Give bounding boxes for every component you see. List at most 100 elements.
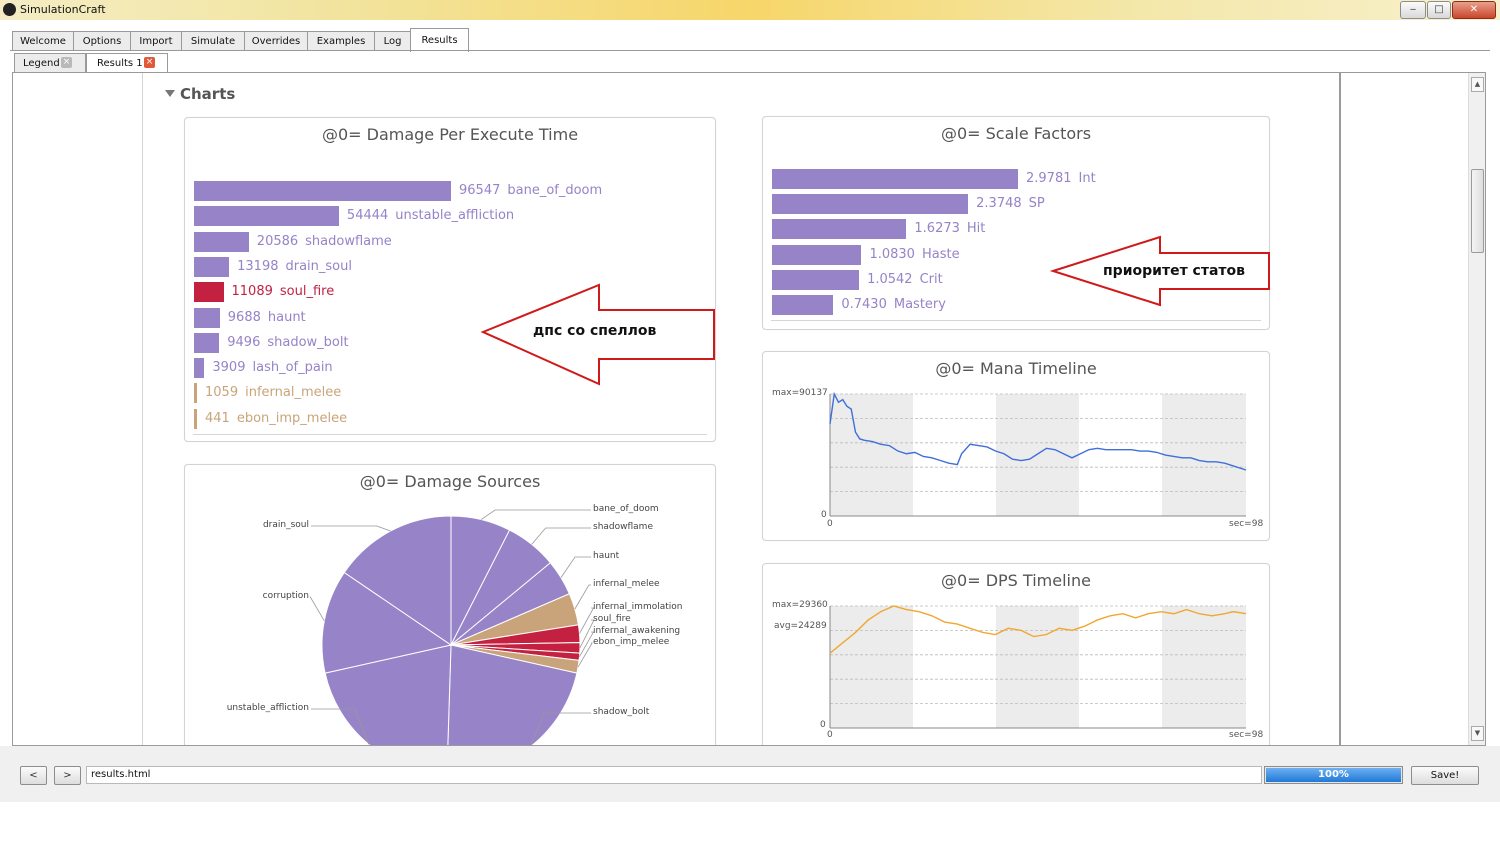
charts-heading-label: Charts [180,85,236,103]
tab-overrides[interactable]: Overrides [244,31,308,51]
mana-timeline-chart-panel: @0= Mana Timeline max=90137 0 0 sec=98 [762,351,1270,541]
bar-sp [772,194,969,215]
annotation-arrows [480,235,1270,386]
close-button[interactable]: ✕ [1452,1,1496,19]
tab-options[interactable]: Options [73,31,131,51]
dps-y-zero-label: 0 [820,720,826,730]
tab-examples[interactable]: Examples [307,31,375,51]
bar-label-shadow-bolt: 9496 shadow_bolt [227,333,348,353]
pie-label-shadowflame: shadowflame [593,522,653,532]
minimize-button[interactable]: ‒ [1400,1,1426,19]
close-icon[interactable]: × [144,57,155,68]
forward-button[interactable]: > [54,766,81,785]
timeline-series [829,391,1247,471]
scale-factors-axis-line [771,320,1261,321]
bar-int [772,169,1018,189]
pie-leader-unstable-affliction [311,708,370,745]
bar-shadow-bolt [194,332,220,353]
maximize-button[interactable]: □ [1427,1,1451,19]
scroll-down-arrow-icon[interactable]: ▼ [1471,726,1484,741]
tab-simulate[interactable]: Simulate [181,31,245,51]
dpet-axis-line [193,434,707,435]
subtab-results-1-label: Results 1 [97,58,143,69]
close-icon[interactable]: × [61,57,72,68]
pie-label-bane-of-doom: bane_of_doom [593,504,659,514]
url-field[interactable]: results.html [86,766,1262,784]
vertical-scrollbar[interactable]: ▲ ▼ [1468,73,1485,745]
back-button[interactable]: < [20,766,47,785]
subtab-legend[interactable]: Legend × [14,53,86,73]
bar-category: Int [1078,171,1096,186]
pie-leader-haunt [560,556,591,578]
bar-label-bane-of-doom: 96547 bane_of_doom [459,181,602,201]
bar-value: 2.3748 [976,196,1022,212]
dpet-chart-panel: @0= Damage Per Execute Time 96547 bane_of… [184,117,716,442]
bar-bane-of-doom [194,181,451,201]
bar-haunt [194,307,220,328]
timeline-series [829,605,1247,654]
subtab-results-1[interactable]: Results 1 × [86,53,168,73]
subtab-legend-label: Legend [23,58,60,69]
tab-log[interactable]: Log [374,31,411,51]
damage-sources-pie [309,509,595,745]
bar-label-haunt: 9688 haunt [228,308,306,328]
bar-category: infernal_melee [245,385,342,401]
tab-results[interactable]: Results [410,28,469,52]
bar-label-sp: 2.3748 SP [976,194,1045,214]
bar-value: 0.7430 [841,297,887,312]
charts-section-toggle[interactable]: Charts [165,85,235,103]
dps-x-end-label: sec=98 [1229,730,1264,740]
bar-shadowflame [194,231,249,252]
tab-welcome[interactable]: Welcome [12,31,74,51]
damage-sources-chart-title: @0= Damage Sources [359,472,541,491]
bar-category: shadow_bolt [267,334,349,350]
bar-category: Mastery [893,297,946,312]
bar-value: 96547 [459,183,501,198]
bar-label-ebon-imp-melee: 441 ebon_imp_melee [205,409,347,429]
bar-category: Crit [919,271,943,287]
progress-fill [1266,768,1401,782]
bar-value: 441 [205,410,230,426]
app-icon [3,3,16,16]
bar-lash-of-pain [194,358,205,379]
bar-category: soul_fire [279,284,335,300]
content-border-right [1339,73,1341,745]
bar-category: haunt [267,309,306,325]
bar-value: 2.9781 [1026,171,1072,186]
bar-value: 1.0830 [869,246,915,262]
window-title: SimulationCraft [20,3,106,16]
collapse-triangle-icon [165,90,175,97]
bar-label-soul-fire: 11089 soul_fire [232,282,335,302]
bar-category: Haste [921,246,960,262]
scrollbar-thumb[interactable] [1471,169,1484,253]
scroll-up-arrow-icon[interactable]: ▲ [1471,77,1484,92]
pie-leader-ebon-imp-melee [577,642,593,667]
pie-label-infernal-immolation: infernal_immolation [593,602,683,612]
timeline-band [1162,606,1246,728]
tab-import[interactable]: Import [130,31,182,51]
dps-x-start-label: 0 [827,730,833,740]
bar-value: 13198 [237,258,279,274]
pie-slice-shadow-bolt [447,644,578,745]
dps-y-avg-label: avg=24289 [774,621,827,631]
bar-unstable-affliction [194,206,339,227]
pie-label-shadow-bolt: shadow_bolt [593,707,650,717]
dps-timeline-chart-panel: @0= DPS Timeline max=29360 avg=24289 0 0… [762,563,1270,745]
bottom-toolbar: < > results.html 100% Save! [0,746,1500,802]
tab-divider [10,50,1490,51]
mana-y-max-label: max=90137 [772,388,828,398]
pie-leader-infernal-immolation [579,607,595,634]
bar-value: 3909 [212,360,246,376]
pie-leader-soul-fire [579,619,595,649]
bar-crit [772,269,860,290]
bar-value: 9688 [227,309,261,325]
progress-bar: 100% [1264,766,1403,784]
pie-leader-drain-soul [311,525,391,532]
pie-label-infernal-awakening: infernal_awakening [593,626,681,636]
scale-factors-chart-title: @0= Scale Factors [940,124,1092,143]
stats-annotation-text: приоритет статов [1103,263,1246,279]
bar-category: shadowflame [305,233,392,249]
save-button[interactable]: Save! [1411,766,1479,785]
timeline-band [830,606,913,728]
pie-leader-shadow-bolt [530,712,591,745]
